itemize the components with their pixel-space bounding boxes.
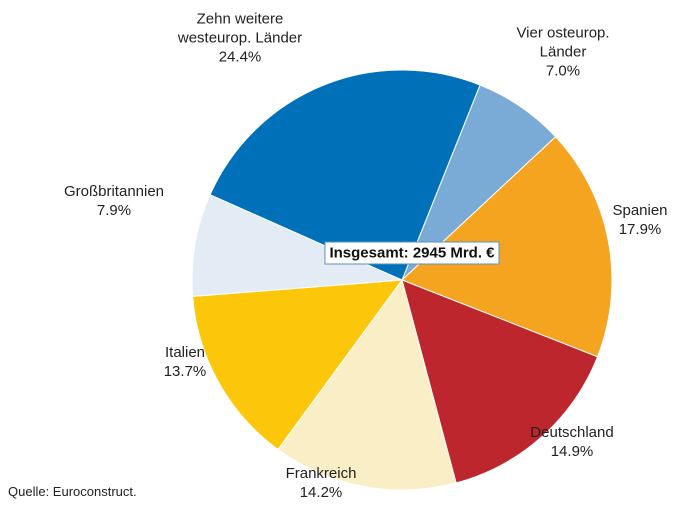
value-label: 14.2% (299, 484, 343, 501)
category-label: Großbritannien (63, 183, 165, 200)
pie-slice (191, 194, 403, 297)
pie-slice (401, 136, 613, 358)
total-annotation: Insgesamt: 2945 Mrd. € (324, 241, 500, 265)
pie-slice (277, 278, 457, 491)
slice-label: Italien 13.7% (140, 343, 230, 381)
slice-label: Zehn weitere westeurop. Länder 24.4% (160, 10, 320, 67)
value-label: 24.4% (218, 48, 262, 66)
category-label: Vier osteurop. Länder (516, 24, 610, 61)
category-label: Frankreich (285, 465, 357, 482)
value-label: 7.9% (96, 202, 132, 219)
source-note: Quelle: Euroconstruct. (8, 484, 137, 499)
category-label: Deutschland (530, 424, 614, 441)
category-label: Italien (164, 344, 206, 361)
slice-label: Spanien 17.9% (595, 201, 679, 239)
pie-slice (209, 69, 481, 281)
pie-slice (401, 279, 599, 484)
slice-label: Vier osteurop. Länder 7.0% (498, 24, 628, 81)
category-label: Zehn weitere westeurop. Länder (177, 10, 303, 47)
category-label: Spanien (612, 202, 668, 219)
value-label: 7.0% (545, 62, 581, 80)
value-label: 17.9% (618, 221, 662, 238)
slice-label: Frankreich 14.2% (266, 464, 376, 502)
slice-label: Großbritannien 7.9% (49, 182, 179, 220)
value-label: 13.7% (163, 363, 207, 380)
value-label: 14.9% (550, 443, 594, 460)
pie-slice (192, 279, 404, 451)
slice-label: Deutschland 14.9% (517, 423, 627, 461)
